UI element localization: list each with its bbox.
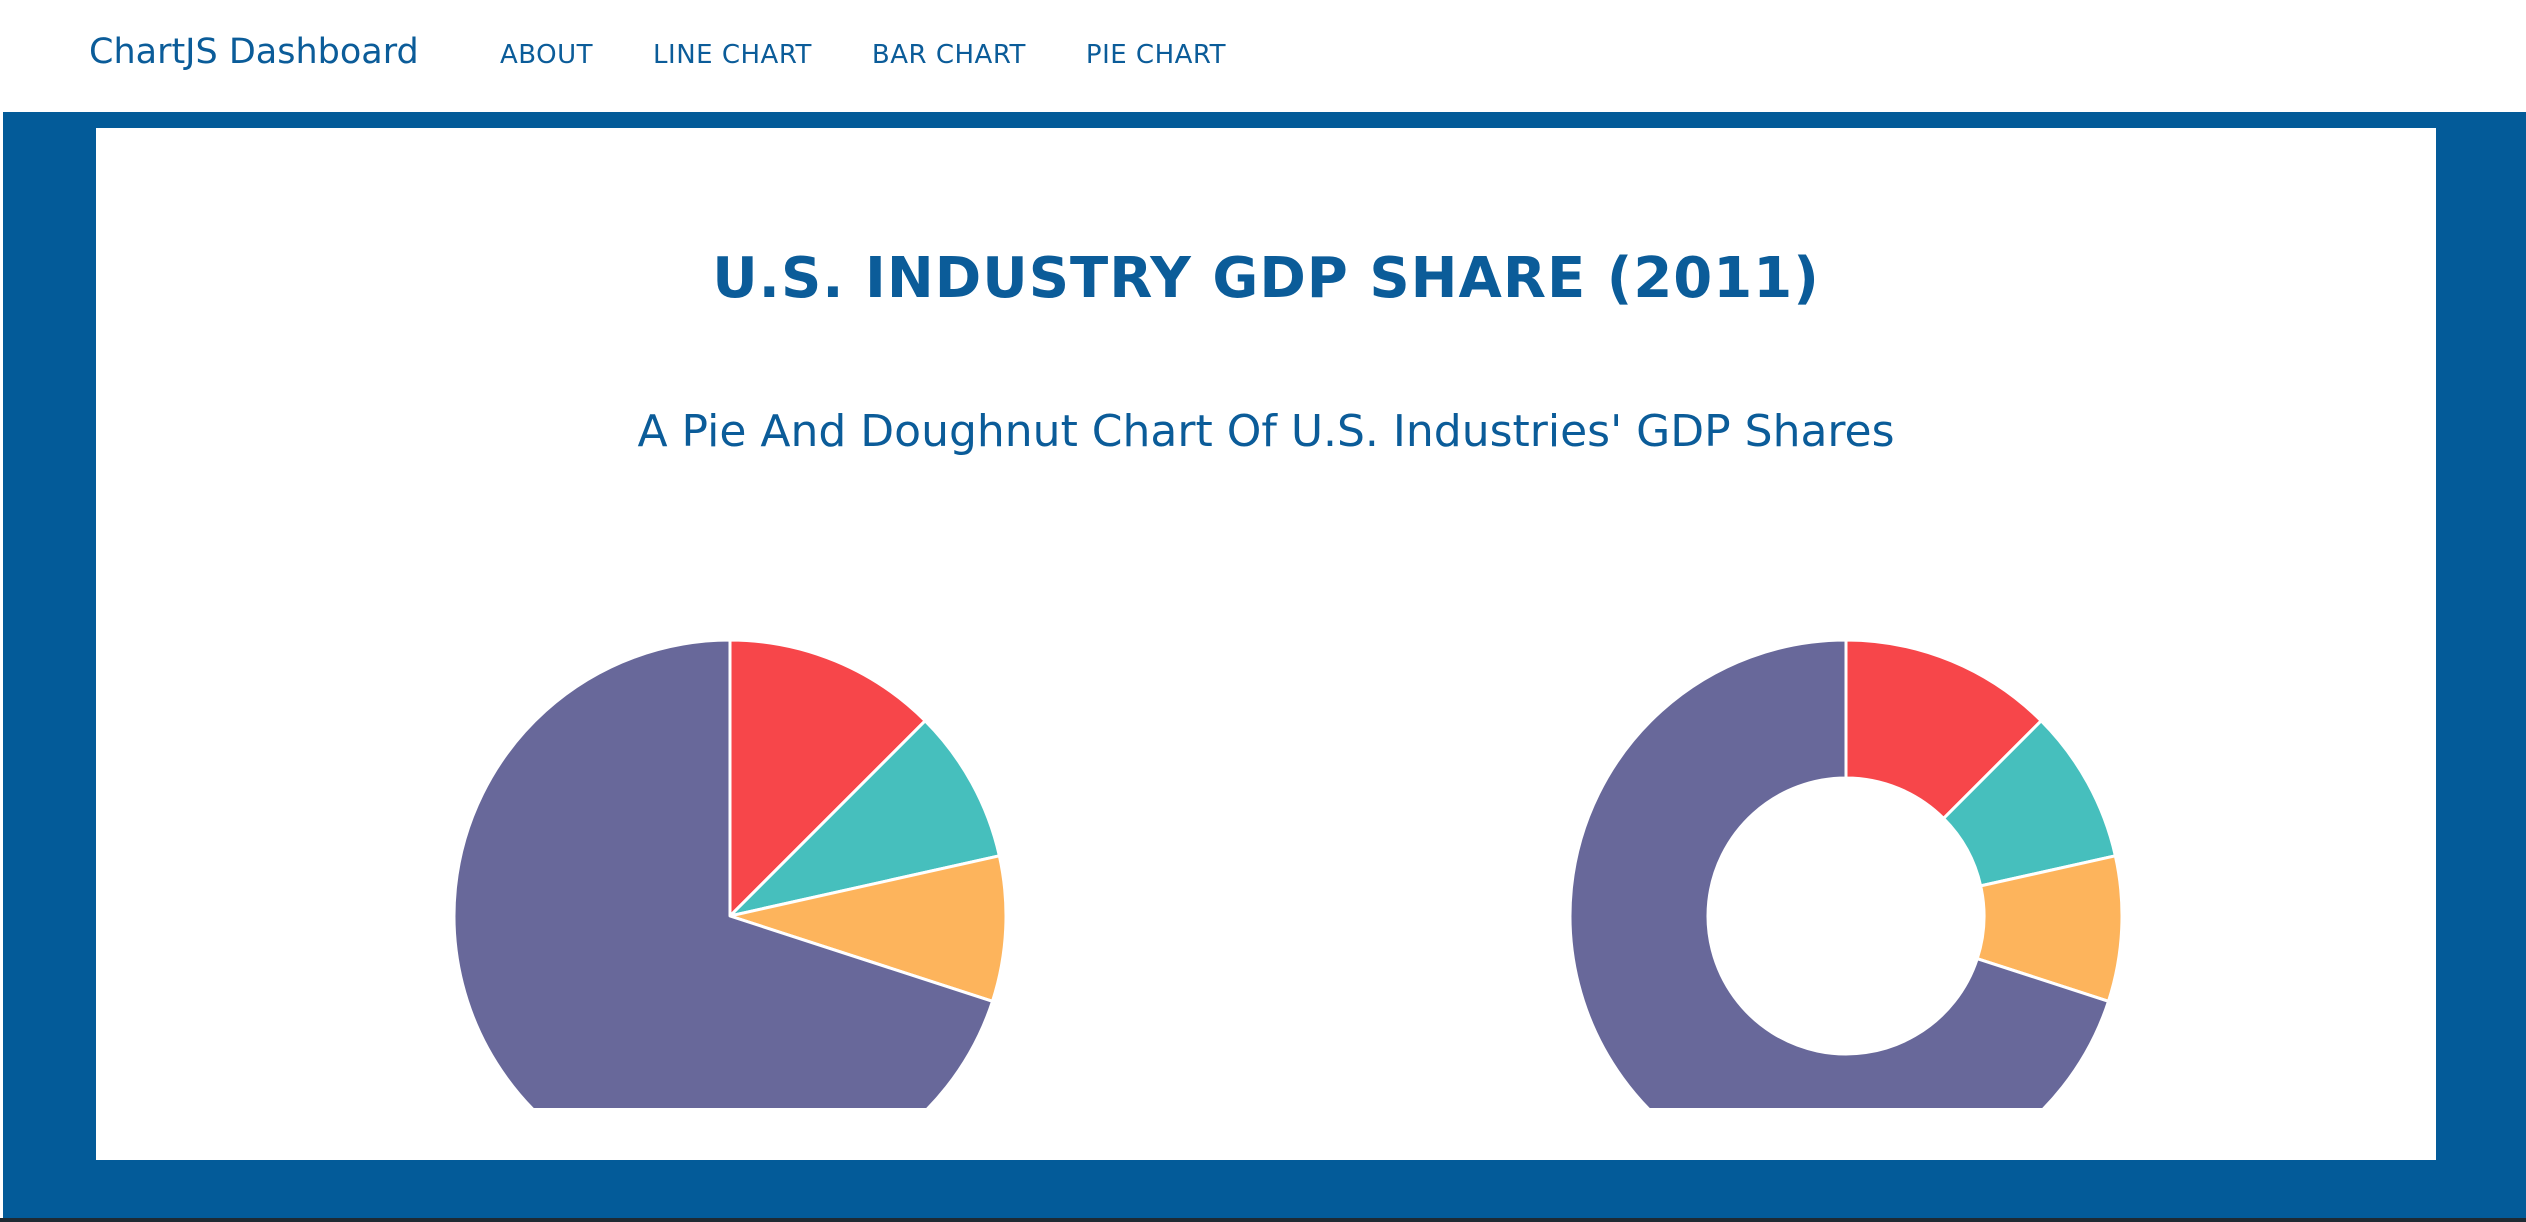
- nav-links: ABOUT LINE CHART BAR CHART PIE CHART: [500, 40, 1286, 70]
- doughnut-slice-4[interactable]: [1568, 638, 2110, 1108]
- pie-chart[interactable]: [380, 508, 1080, 1108]
- section-subtitle: A Pie And Doughnut Chart Of U.S. Industr…: [637, 406, 1895, 457]
- brand-link[interactable]: ChartJS Dashboard: [89, 32, 419, 72]
- nav-link-pie-chart[interactable]: PIE CHART: [1085, 40, 1226, 70]
- pie-slice-4[interactable]: [452, 638, 994, 1108]
- navbar: ChartJS Dashboard ABOUT LINE CHART BAR C…: [0, 0, 2526, 112]
- pie-slice-2[interactable]: [728, 719, 1001, 918]
- nav-link-about[interactable]: ABOUT: [500, 40, 594, 70]
- pie-slice-3[interactable]: [728, 854, 1008, 1003]
- section-title: U.S. INDUSTRY GDP SHARE (2011): [712, 246, 1820, 311]
- doughnut-chart[interactable]: [1496, 508, 2196, 1108]
- chart-card: U.S. INDUSTRY GDP SHARE (2011) A Pie And…: [96, 128, 2436, 1160]
- bottom-strip: [0, 1218, 2526, 1222]
- pie-slice-1[interactable]: [728, 638, 927, 918]
- nav-link-bar-chart[interactable]: BAR CHART: [871, 40, 1026, 70]
- nav-link-line-chart[interactable]: LINE CHART: [653, 40, 812, 70]
